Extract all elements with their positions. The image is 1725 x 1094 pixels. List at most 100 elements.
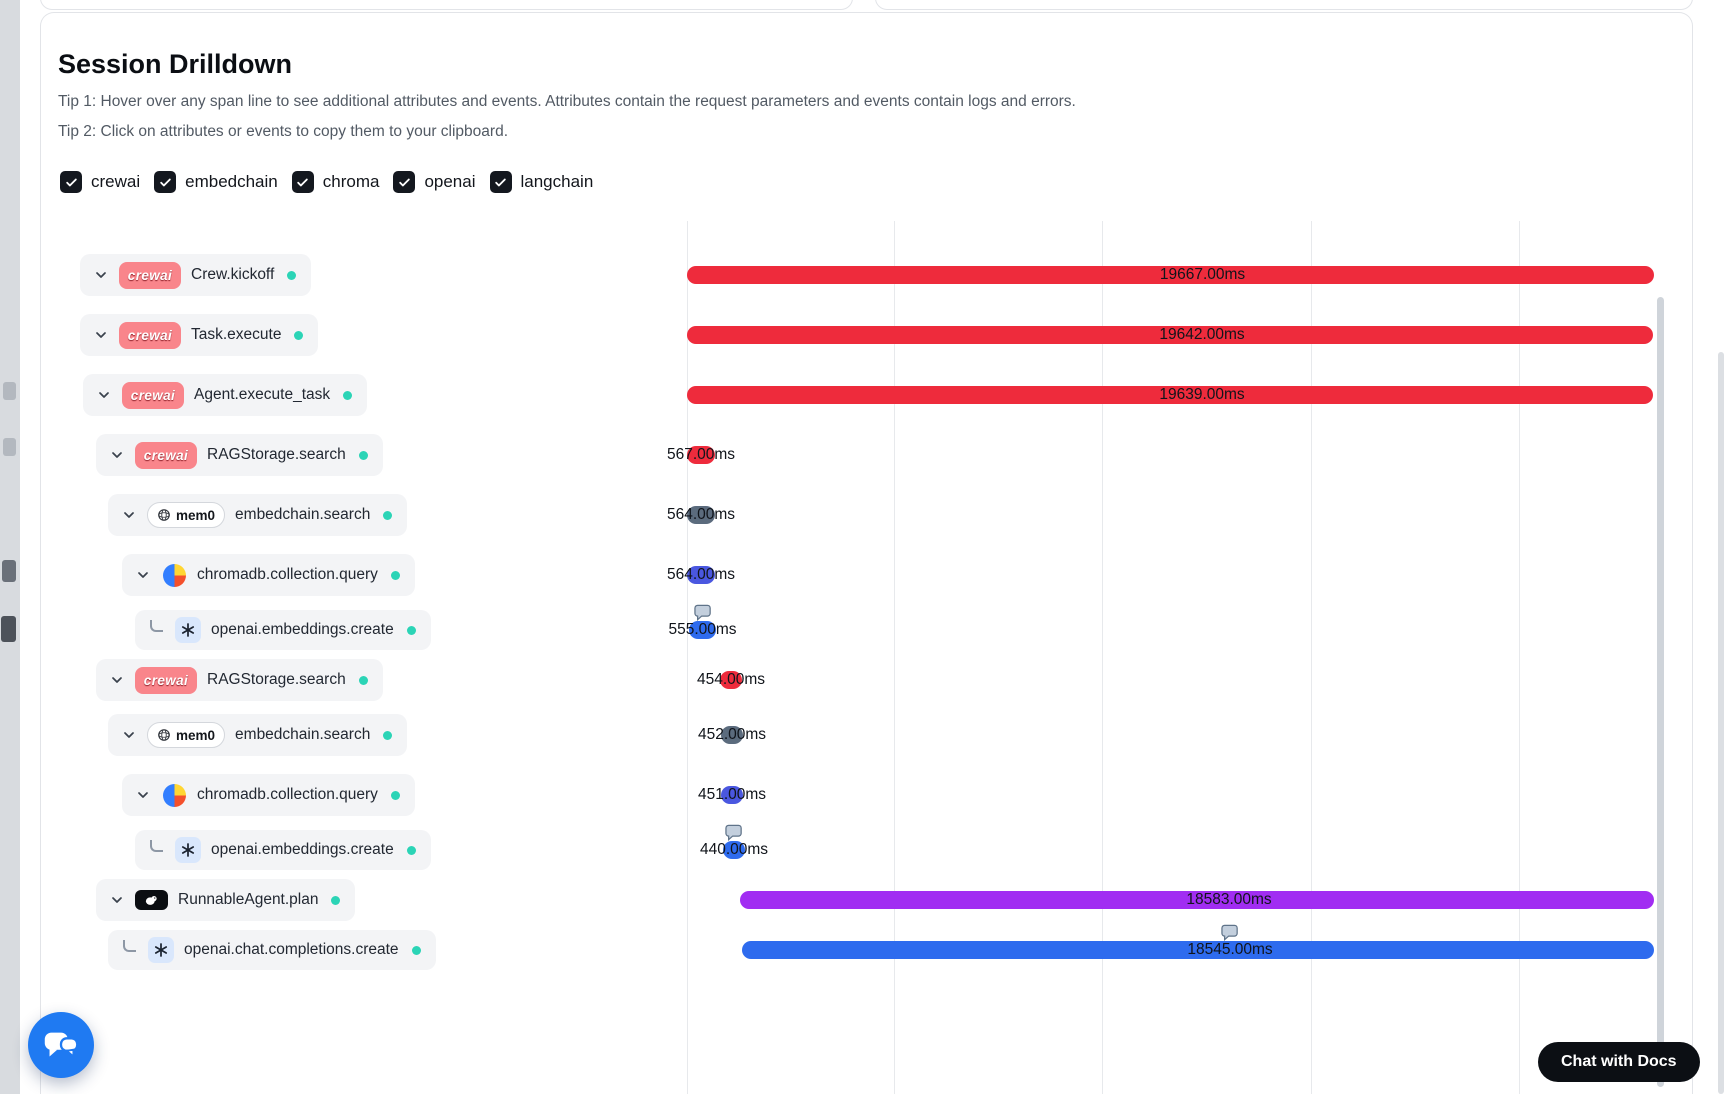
span-label-pill[interactable]: crewai Task.execute xyxy=(80,314,319,356)
crewai-logo-badge: crewai xyxy=(122,381,184,409)
checkbox-checked-icon[interactable] xyxy=(291,171,314,193)
span-duration-bar[interactable] xyxy=(687,566,715,584)
span-label-pill[interactable]: RunnableAgent.plan xyxy=(96,879,356,921)
top-card-right xyxy=(875,0,1693,10)
span-label-pill[interactable]: openai.embeddings.create xyxy=(135,610,431,650)
span-label-pill[interactable]: openai.chat.completions.create xyxy=(108,930,436,970)
span-label-pill[interactable]: crewai RAGStorage.search xyxy=(96,434,383,476)
trace-row: chromadb.collection.query 564.00ms xyxy=(41,545,1692,605)
event-bubble-icon[interactable] xyxy=(1221,924,1239,942)
tip-1: Tip 1: Hover over any span line to see a… xyxy=(58,93,1076,110)
tree-elbow-icon xyxy=(123,940,136,952)
span-timeline: 18545.00ms xyxy=(687,924,1654,975)
filter-label: crewai xyxy=(91,172,141,191)
chevron-down-icon[interactable] xyxy=(96,387,112,403)
brand-badge-slot xyxy=(161,562,187,588)
span-duration-bar[interactable] xyxy=(687,506,715,524)
span-label-pill[interactable]: crewai RAGStorage.search xyxy=(96,659,383,701)
chevron-down-icon[interactable] xyxy=(135,787,151,803)
span-duration-bar[interactable] xyxy=(721,726,743,744)
duration-label: 19667.00ms xyxy=(1159,266,1246,283)
span-name: openai.chat.completions.create xyxy=(184,941,399,958)
filter-checkbox-langchain[interactable]: langchain xyxy=(489,171,594,193)
filter-label: langchain xyxy=(520,172,594,191)
brand-badge-slot xyxy=(135,890,168,910)
span-duration-bar[interactable] xyxy=(742,941,1654,959)
framework-filters: crewai embedchain chroma openai langchai xyxy=(60,169,593,195)
brand-badge-slot: crewai xyxy=(119,321,181,349)
chevron-down-icon[interactable] xyxy=(121,727,137,743)
crewai-logo-badge: crewai xyxy=(119,321,181,349)
span-name: Task.execute xyxy=(191,326,282,343)
span-label-pill[interactable]: chromadb.collection.query xyxy=(122,774,415,816)
tree-elbow-icon xyxy=(150,840,163,852)
span-timeline: 18583.00ms xyxy=(687,875,1654,925)
event-bubble-icon[interactable] xyxy=(725,824,743,842)
duration-label: 18583.00ms xyxy=(1186,891,1272,908)
span-duration-bar[interactable] xyxy=(689,621,716,639)
top-card-left xyxy=(40,0,853,10)
span-label-pill[interactable]: chromadb.collection.query xyxy=(122,554,415,596)
openai-logo-icon xyxy=(181,843,195,857)
span-label-pill[interactable]: crewai Crew.kickoff xyxy=(80,254,312,296)
filter-checkbox-crewai[interactable]: crewai xyxy=(60,171,140,193)
filter-checkbox-embedchain[interactable]: embedchain xyxy=(154,171,278,193)
checkbox-checked-icon[interactable] xyxy=(154,171,177,193)
span-duration-bar[interactable] xyxy=(687,446,715,464)
page-scrollbar[interactable] xyxy=(1718,352,1724,1094)
langchain-logo-badge xyxy=(135,890,168,910)
chat-widget-button[interactable] xyxy=(28,1012,94,1078)
span-timeline: 564.00ms xyxy=(667,485,1654,545)
duration-label: 452.00ms xyxy=(697,726,767,743)
span-duration-bar[interactable] xyxy=(687,266,1654,284)
span-label-pill[interactable]: crewai Agent.execute_task xyxy=(83,374,368,416)
span-duration-bar[interactable] xyxy=(687,386,1653,404)
duration-label: 19642.00ms xyxy=(1159,326,1245,343)
duration-label: 19639.00ms xyxy=(1159,386,1245,403)
crewai-logo-badge: crewai xyxy=(135,666,197,694)
filter-checkbox-chroma[interactable]: chroma xyxy=(291,171,379,193)
left-strip-glyph xyxy=(3,438,16,456)
span-duration-bar[interactable] xyxy=(720,671,742,689)
filter-label: openai xyxy=(424,172,476,191)
span-label-pill[interactable]: mem0 embedchain.search xyxy=(108,714,408,756)
chevron-down-icon[interactable] xyxy=(109,672,125,688)
span-duration-bar[interactable] xyxy=(687,326,1653,344)
chevron-down-icon[interactable] xyxy=(93,267,109,283)
span-name: embedchain.search xyxy=(235,726,371,743)
chevron-down-icon[interactable] xyxy=(93,327,109,343)
status-dot xyxy=(331,895,341,905)
trace-row: crewai Crew.kickoff 19667.00ms xyxy=(41,245,1692,305)
duration-label: 451.00ms xyxy=(697,786,767,803)
chevron-down-icon[interactable] xyxy=(121,507,137,523)
status-dot xyxy=(383,510,393,520)
langchain-parrot-icon xyxy=(145,895,157,905)
filter-checkbox-openai[interactable]: openai xyxy=(393,171,476,193)
left-strip-glyph xyxy=(3,382,16,400)
trace-scrollbar-thumb[interactable] xyxy=(1657,297,1664,1087)
span-duration-bar[interactable] xyxy=(721,786,743,804)
span-timeline: 452.00ms xyxy=(687,705,1654,765)
checkbox-checked-icon[interactable] xyxy=(393,171,416,193)
chevron-down-icon[interactable] xyxy=(135,567,151,583)
chevron-down-icon[interactable] xyxy=(109,892,125,908)
checkbox-checked-icon[interactable] xyxy=(60,171,82,193)
duration-label: 564.00ms xyxy=(666,566,736,583)
chevron-down-icon[interactable] xyxy=(109,447,125,463)
span-duration-bar[interactable] xyxy=(723,841,745,859)
duration-label: 18545.00ms xyxy=(1187,941,1273,958)
event-bubble-icon[interactable] xyxy=(693,604,712,622)
span-label-pill[interactable]: mem0 embedchain.search xyxy=(108,494,408,536)
brand-badge-slot xyxy=(175,617,201,643)
trace-row: crewai RAGStorage.search 454.00ms xyxy=(41,655,1692,705)
span-label-pill[interactable]: openai.embeddings.create xyxy=(135,830,431,870)
span-duration-bar[interactable] xyxy=(740,891,1654,909)
status-dot xyxy=(406,625,416,635)
span-timeline: 451.00ms xyxy=(687,765,1654,825)
status-dot xyxy=(406,845,416,855)
mem0-logo-badge: mem0 xyxy=(147,502,226,528)
status-dot xyxy=(358,450,368,460)
chat-with-docs-button[interactable]: Chat with Docs xyxy=(1538,1042,1700,1082)
checkbox-checked-icon[interactable] xyxy=(489,171,512,193)
brand-badge-slot xyxy=(161,782,187,808)
